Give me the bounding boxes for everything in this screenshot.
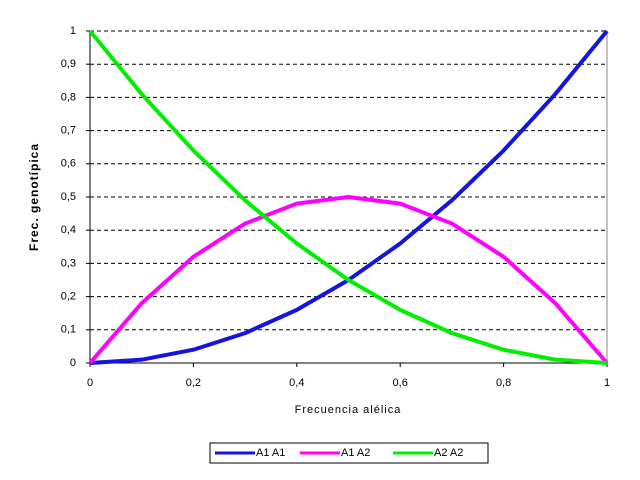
- series-line: [88, 195, 609, 365]
- x-tick-label: 0,4: [289, 377, 304, 389]
- legend-label: A1 A2: [341, 447, 370, 459]
- y-tick-label: 0,8: [61, 91, 76, 103]
- y-tick-label: 0,2: [61, 291, 76, 303]
- y-tick-label: 0,5: [61, 191, 76, 203]
- y-tick-label: 1: [70, 25, 76, 37]
- y-tick-label: 0: [70, 357, 76, 369]
- y-axis-title: Frec. genotípica: [27, 143, 41, 251]
- x-tick-label: 0,2: [186, 377, 201, 389]
- x-axis-title: Frecuencia alélica: [295, 404, 402, 416]
- y-tick-label: 0,1: [61, 324, 76, 336]
- y-tick-label: 0,4: [61, 224, 76, 236]
- x-tick-label: 0,8: [496, 377, 511, 389]
- x-tick-label: 0,6: [393, 377, 408, 389]
- y-tick-label: 0,9: [61, 58, 76, 70]
- x-tick-label: 1: [604, 377, 610, 389]
- legend-box: [209, 442, 489, 464]
- legend-label: A2 A2: [434, 447, 463, 459]
- x-tick-label: 0: [87, 377, 93, 389]
- legend-label: A1 A1: [256, 447, 285, 459]
- y-tick-label: 0,6: [61, 158, 76, 170]
- series-line: [88, 29, 608, 365]
- y-tick-label: 0,3: [61, 257, 76, 269]
- y-tick-label: 0,7: [61, 125, 76, 137]
